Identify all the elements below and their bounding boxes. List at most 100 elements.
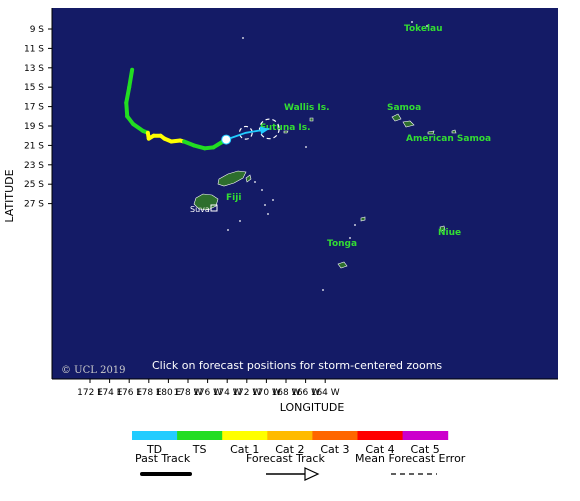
map-frame-border xyxy=(51,8,558,380)
islet xyxy=(322,289,324,291)
upolu-island xyxy=(402,120,415,128)
latitude-tick-labels: 9 S 11 S 13 S 15 S 17 S 19 S 21 S 23 S 25 S 27 S xyxy=(24,25,44,210)
label-samoa: Samoa xyxy=(387,103,421,113)
lat-tick-label: 11 S xyxy=(24,44,44,54)
category-swatch xyxy=(357,431,404,440)
islet xyxy=(305,146,307,148)
futuna-island xyxy=(283,130,289,134)
niue-island xyxy=(439,225,446,232)
land-masses xyxy=(193,113,457,269)
category-swatch xyxy=(402,431,449,440)
category-swatch xyxy=(267,431,313,440)
forecast-position-marker[interactable] xyxy=(266,126,272,132)
savaii-island xyxy=(391,113,402,122)
label-suva: Suva xyxy=(190,205,210,214)
suva-marker xyxy=(210,204,218,212)
forecast-track-key: Forecast Track xyxy=(246,452,325,481)
islet xyxy=(272,199,274,201)
lat-tick-label: 25 S xyxy=(24,180,44,190)
manua-island xyxy=(451,129,457,134)
islet xyxy=(261,189,263,191)
taveuni-island xyxy=(245,174,252,183)
forecast-arrowhead xyxy=(259,126,270,135)
lat-tick-label: 19 S xyxy=(24,122,44,132)
label-fiji: Fiji xyxy=(226,193,241,203)
lon-tick-label: 166 W xyxy=(291,388,320,398)
lon-tick-label: 178 E xyxy=(136,388,162,398)
vanua-levu-island xyxy=(217,170,247,187)
tongatapu-island xyxy=(337,261,348,269)
label-futuna: Futuna Is. xyxy=(260,123,311,133)
past-track-key: Past Track xyxy=(135,452,192,476)
error-key-label: Mean Forecast Error xyxy=(355,452,466,465)
lat-tick-label: 21 S xyxy=(24,141,44,151)
lon-tick-label: 168 W xyxy=(272,388,301,398)
islet xyxy=(426,25,428,27)
islet xyxy=(349,237,351,239)
islet xyxy=(227,229,229,231)
islet xyxy=(254,181,256,183)
lat-tick-label: 17 S xyxy=(24,103,44,113)
islet xyxy=(264,204,266,206)
category-label: Cat 4 xyxy=(365,443,394,456)
islet xyxy=(411,21,413,23)
forecast-error-circle xyxy=(238,125,253,140)
lon-tick-label: 180 E xyxy=(156,388,182,398)
past-track-segment xyxy=(124,85,132,105)
forecast-position-marker[interactable] xyxy=(243,130,249,136)
lon-tick-label: 172 W xyxy=(232,388,261,398)
viti-levu-island xyxy=(193,193,219,211)
past-track-key-label: Past Track xyxy=(135,452,191,465)
vavau-island xyxy=(360,216,366,222)
islet xyxy=(354,224,356,226)
lon-tick-label: 170 W xyxy=(252,388,281,398)
lat-tick-label: 13 S xyxy=(24,64,44,74)
category-label: Cat 3 xyxy=(320,443,349,456)
current-position-marker[interactable] xyxy=(221,134,232,145)
label-american-samoa: American Samoa xyxy=(406,134,491,144)
lon-tick-label: 176 E xyxy=(116,388,142,398)
forecast-track-key-label: Forecast Track xyxy=(246,452,325,465)
category-labels: TD TS Cat 1 Cat 2 Cat 3 Cat 4 Cat 5 xyxy=(146,443,440,456)
lon-tick-label: 176 W xyxy=(193,388,222,398)
category-label: Cat 2 xyxy=(275,443,304,456)
error-key: Mean Forecast Error xyxy=(355,452,466,475)
category-swatch xyxy=(132,431,178,440)
small-islets xyxy=(227,21,428,291)
past-track-segment xyxy=(127,67,135,90)
lon-tick-label: 174 E xyxy=(97,388,123,398)
category-swatch xyxy=(312,431,358,440)
label-wallis: Wallis Is. xyxy=(284,103,330,113)
forecast-error-circles xyxy=(238,118,280,140)
category-swatch xyxy=(177,431,223,440)
forecast-track xyxy=(221,126,272,145)
past-track-segment xyxy=(124,100,130,119)
copyright-text: © UCL 2019 xyxy=(61,365,126,376)
category-color-bar xyxy=(132,431,449,440)
ocean-background xyxy=(52,8,558,379)
label-tonga: Tonga xyxy=(327,239,357,249)
category-label: TS xyxy=(192,443,207,456)
label-niue: Niue xyxy=(438,228,461,238)
forecast-track-key-arrowhead xyxy=(304,467,320,481)
lat-tick-label: 27 S xyxy=(24,200,44,210)
wallis-island xyxy=(309,117,314,122)
islet xyxy=(242,37,244,39)
label-tokelau: Tokelau xyxy=(404,24,443,34)
past-track xyxy=(124,67,229,151)
y-axis-title: LATITUDE xyxy=(3,169,16,222)
category-swatch xyxy=(222,431,268,440)
islet xyxy=(267,213,269,215)
category-label: Cat 5 xyxy=(411,443,440,456)
lat-tick-label: 15 S xyxy=(24,83,44,93)
lat-tick-label: 23 S xyxy=(24,161,44,171)
category-label: TD xyxy=(146,443,162,456)
category-label: Cat 1 xyxy=(230,443,259,456)
lon-tick-label: 178 W xyxy=(174,388,203,398)
islet xyxy=(239,220,241,222)
lon-tick-label: 164 W xyxy=(311,388,340,398)
lon-tick-label: 172 E xyxy=(77,388,103,398)
